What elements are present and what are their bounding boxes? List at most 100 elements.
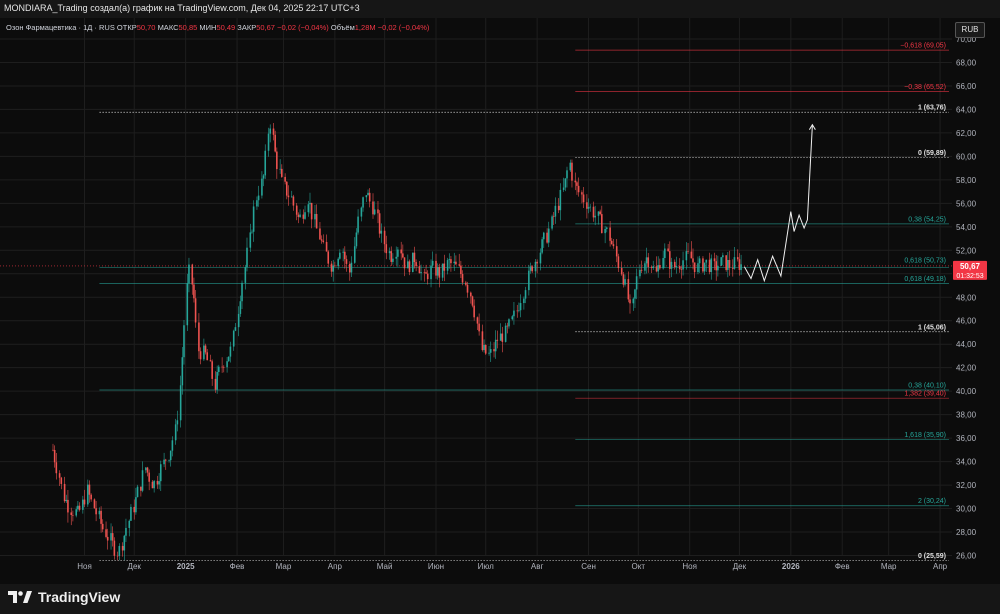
candle-body: [218, 366, 220, 373]
candle-body: [372, 201, 374, 215]
currency-button[interactable]: RUB: [955, 22, 985, 38]
candle-body: [110, 533, 112, 541]
candle-body: [420, 272, 422, 274]
candle-body: [121, 546, 124, 551]
candle-body: [52, 449, 54, 451]
candle-body: [67, 499, 69, 513]
ohlc-value: 50,70: [137, 23, 158, 32]
candle-body: [199, 351, 202, 360]
x-axis-label: Сен: [581, 562, 596, 571]
candle-body: [216, 372, 218, 390]
candle-body: [249, 232, 252, 248]
candle-body: [722, 255, 724, 258]
candle-body: [290, 196, 293, 198]
candle-body: [685, 251, 688, 261]
candle-body: [309, 202, 311, 205]
candle-body: [645, 257, 648, 264]
ohlc-value: 1,28М: [355, 23, 378, 32]
candle-body: [612, 244, 615, 247]
candle-body: [176, 420, 179, 425]
y-axis-tick-label: 46,00: [956, 317, 977, 326]
candle-body: [332, 265, 335, 272]
candle-body: [198, 322, 200, 352]
candle-body: [418, 266, 421, 274]
brand-logo[interactable]: TradingView: [8, 589, 120, 605]
candle-body: [566, 170, 568, 179]
candle-body: [620, 268, 623, 275]
candle-body: [95, 508, 97, 515]
candle-body: [116, 555, 119, 557]
candle-body: [581, 192, 583, 195]
tradingview-logo-icon: [8, 591, 32, 603]
candle-body: [465, 282, 467, 285]
candle-body: [314, 213, 316, 220]
y-axis-tick-label: 26,00: [956, 552, 977, 561]
candle-body: [586, 202, 588, 209]
candle-body: [708, 259, 711, 273]
candle-body: [400, 249, 402, 254]
x-axis-label: Ноя: [682, 562, 697, 571]
candle-body: [655, 266, 658, 272]
x-axis-label: Фев: [835, 562, 850, 571]
candle-body: [297, 214, 300, 217]
candle-body: [692, 258, 694, 263]
ohlc-value: 50,49: [216, 23, 237, 32]
candle-body: [731, 267, 734, 269]
candle-body: [727, 259, 729, 270]
candle-body: [241, 282, 243, 302]
fib-level-label: 0,618 (50,73): [904, 258, 946, 265]
candle-body: [302, 214, 305, 219]
candle-body: [191, 264, 194, 285]
candle-body: [169, 450, 172, 461]
candle-body: [483, 344, 485, 351]
candle-body: [345, 259, 348, 264]
fib-level-label: −0,618 (69,05): [900, 43, 946, 50]
y-axis-tick-label: 30,00: [956, 505, 977, 514]
candle-body: [319, 228, 321, 240]
candle-body: [425, 272, 427, 274]
candle-body: [267, 133, 270, 151]
candle-body: [640, 269, 643, 271]
candle-body: [159, 464, 162, 482]
candle-body: [287, 195, 290, 198]
candle-body: [269, 128, 272, 134]
candle-body: [627, 279, 630, 300]
candle-body: [453, 261, 456, 264]
candle-body: [518, 310, 520, 311]
candle-body: [426, 273, 429, 280]
candle-body: [355, 232, 358, 247]
candle-body: [605, 227, 608, 229]
candle-body: [145, 467, 147, 471]
candle-body: [194, 298, 197, 323]
candle-body: [524, 290, 527, 299]
candle-body: [717, 265, 719, 271]
x-axis-label: Мар: [276, 562, 292, 571]
forecast-arrowhead-icon: [808, 123, 816, 130]
candle-body: [388, 251, 391, 254]
candle-body: [130, 506, 132, 521]
candle-body: [153, 480, 155, 489]
candle-body: [257, 195, 260, 201]
candle-body: [284, 176, 286, 182]
candle-body: [193, 284, 195, 299]
candle-body: [725, 255, 727, 270]
candle-body: [281, 168, 283, 177]
candle-body: [571, 162, 573, 181]
candle-body: [337, 258, 339, 267]
candle-body: [715, 261, 718, 271]
candle-body: [552, 216, 555, 217]
candle-body: [460, 265, 462, 275]
candle-body: [87, 484, 89, 505]
candle-body: [423, 272, 426, 273]
ohlc-value: −0,02 (−0,04%): [277, 23, 331, 32]
candle-body: [435, 260, 437, 276]
candle-body: [547, 228, 550, 243]
bar-countdown: 01:32:53: [956, 273, 983, 280]
ohlc-label: МАКС: [158, 23, 180, 32]
candle-body: [559, 189, 562, 211]
y-axis-tick-label: 32,00: [956, 481, 977, 490]
candle-body: [728, 259, 731, 268]
candle-body: [135, 497, 137, 513]
x-axis-label: Апр: [933, 562, 948, 571]
